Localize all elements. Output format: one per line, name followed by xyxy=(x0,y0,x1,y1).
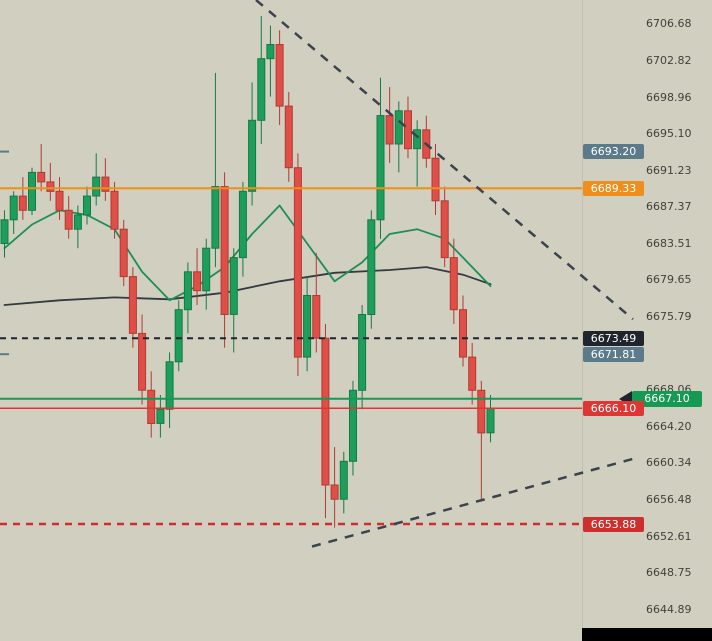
candle-body xyxy=(477,389,486,434)
candle-body xyxy=(183,271,192,311)
price-badge-pointer: 6667.10 xyxy=(619,390,702,407)
candle-body xyxy=(55,190,64,211)
price-tick-label: 6679.65 xyxy=(646,273,692,287)
price-tick-label: 6683.51 xyxy=(646,236,692,250)
candle-body xyxy=(385,115,394,145)
candle-body xyxy=(174,309,183,363)
price-tick-label: 6648.75 xyxy=(646,566,692,580)
candle-body xyxy=(202,247,211,292)
candle-body xyxy=(358,314,367,391)
price-tick-label: 6652.61 xyxy=(646,529,692,543)
candle-body xyxy=(147,389,156,424)
candle-body xyxy=(46,181,55,192)
candle-body xyxy=(468,356,477,391)
candle-body xyxy=(37,171,46,183)
price-badge: 6689.33 xyxy=(583,180,644,196)
price-badge: 6693.20 xyxy=(583,144,644,160)
price-badge-label: 6667.10 xyxy=(632,390,702,407)
candle-body xyxy=(165,361,174,410)
candle-body xyxy=(404,110,412,150)
candle-body xyxy=(229,257,238,315)
price-tick-label: 6691.23 xyxy=(646,163,692,177)
price-badge: 6666.10 xyxy=(583,400,644,416)
price-tick-label: 6695.10 xyxy=(646,127,692,141)
candle-body xyxy=(0,219,9,245)
price-badge: 6673.49 xyxy=(583,330,644,346)
candle-body xyxy=(349,389,357,462)
candle-body xyxy=(18,195,27,211)
candle-body xyxy=(64,209,73,230)
axis-divider xyxy=(582,0,583,628)
candle-body xyxy=(312,295,321,339)
price-tick-label: 6675.79 xyxy=(646,310,692,323)
price-tick-label: 6664.20 xyxy=(646,419,692,433)
candle-body xyxy=(284,105,293,169)
price-badge: 6653.88 xyxy=(583,516,644,532)
candle-body xyxy=(431,157,440,202)
candle-body xyxy=(83,195,91,216)
price-tick-label: 6702.82 xyxy=(646,53,692,67)
candle-body xyxy=(321,337,330,486)
candle-body xyxy=(156,408,165,424)
bottom-bar xyxy=(582,628,712,641)
candle-body xyxy=(220,186,229,316)
candle-body xyxy=(413,129,422,150)
candle-body xyxy=(293,167,302,358)
candle-body xyxy=(211,186,220,249)
candle-body xyxy=(266,44,275,60)
chart-canvas[interactable] xyxy=(0,0,712,628)
candle-body xyxy=(138,332,147,391)
candle-body xyxy=(128,276,137,334)
candle-body xyxy=(440,200,449,259)
candle-body xyxy=(449,257,458,311)
candle-body xyxy=(101,176,110,192)
candle-body xyxy=(367,219,376,315)
price-axis[interactable]: 6706.68 6702.82 6698.96 6695.10 6691.23 6687.… xyxy=(583,0,712,628)
price-tick-label: 6698.96 xyxy=(646,90,692,104)
candle-body xyxy=(257,58,266,121)
candle-body xyxy=(394,110,403,145)
candle-body xyxy=(238,190,247,259)
candle-body xyxy=(248,119,257,192)
price-tick-label: 6706.68 xyxy=(646,17,692,31)
trend-line xyxy=(255,0,634,321)
price-badge: 6671.81 xyxy=(583,346,644,362)
candle-body xyxy=(330,484,339,500)
candle-body xyxy=(92,176,101,197)
candle-body xyxy=(303,295,312,358)
slow-ma-line xyxy=(3,266,492,306)
price-tick-label: 6660.34 xyxy=(646,456,692,470)
price-tick-label: 6644.89 xyxy=(646,602,692,616)
trend-line xyxy=(311,456,639,548)
candle-body xyxy=(110,190,119,230)
candle-body xyxy=(9,195,18,221)
candle-body xyxy=(376,115,385,221)
candle-body xyxy=(275,44,284,107)
candle-body xyxy=(339,460,348,500)
candle-body xyxy=(73,214,82,230)
candle-body xyxy=(459,309,467,358)
candle-body xyxy=(486,407,495,434)
candle-body xyxy=(119,228,128,278)
candle-body xyxy=(28,171,36,211)
price-tick-label: 6687.37 xyxy=(646,200,692,214)
candle-body xyxy=(193,271,202,292)
price-tick-label: 6656.48 xyxy=(646,492,692,506)
